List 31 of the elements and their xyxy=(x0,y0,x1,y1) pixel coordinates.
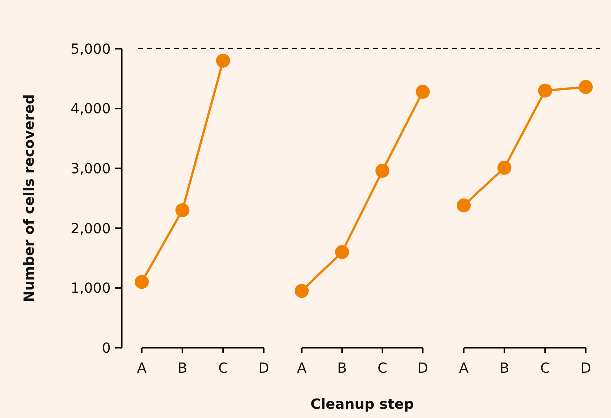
x-tick-label: A xyxy=(137,361,148,377)
y-tick-label: 5,000 xyxy=(70,42,111,58)
y-tick-label: 0 xyxy=(102,340,111,357)
point xyxy=(498,161,512,175)
y-tick-label: 3,000 xyxy=(70,162,111,178)
x-axis-title: Cleanup step xyxy=(310,397,414,413)
y-axis-title: Number of cells recovered xyxy=(22,94,38,303)
x-tick-label: C xyxy=(540,361,550,377)
point xyxy=(295,284,309,298)
x-tick-label: B xyxy=(338,361,348,377)
y-tick-label: 1,000 xyxy=(70,281,111,298)
x-tick-label: A xyxy=(297,361,308,377)
point xyxy=(538,84,552,98)
y-tick-label: 4,000 xyxy=(70,102,111,118)
point xyxy=(376,164,390,178)
x-tick-label: D xyxy=(418,361,428,377)
y-tick-label: 2,000 xyxy=(70,221,111,238)
x-tick-label: C xyxy=(218,361,228,377)
point xyxy=(135,275,149,290)
x-tick-label: D xyxy=(258,361,270,377)
x-tick-label: A xyxy=(459,361,470,377)
point xyxy=(416,85,430,100)
point xyxy=(457,198,471,213)
x-tick-label: C xyxy=(378,361,388,377)
x-tick-label: D xyxy=(580,361,592,377)
point xyxy=(335,245,350,260)
x-tick-label: B xyxy=(178,361,188,377)
point xyxy=(579,80,593,94)
point xyxy=(216,54,230,68)
x-tick-label: B xyxy=(500,361,510,377)
point xyxy=(176,203,190,218)
